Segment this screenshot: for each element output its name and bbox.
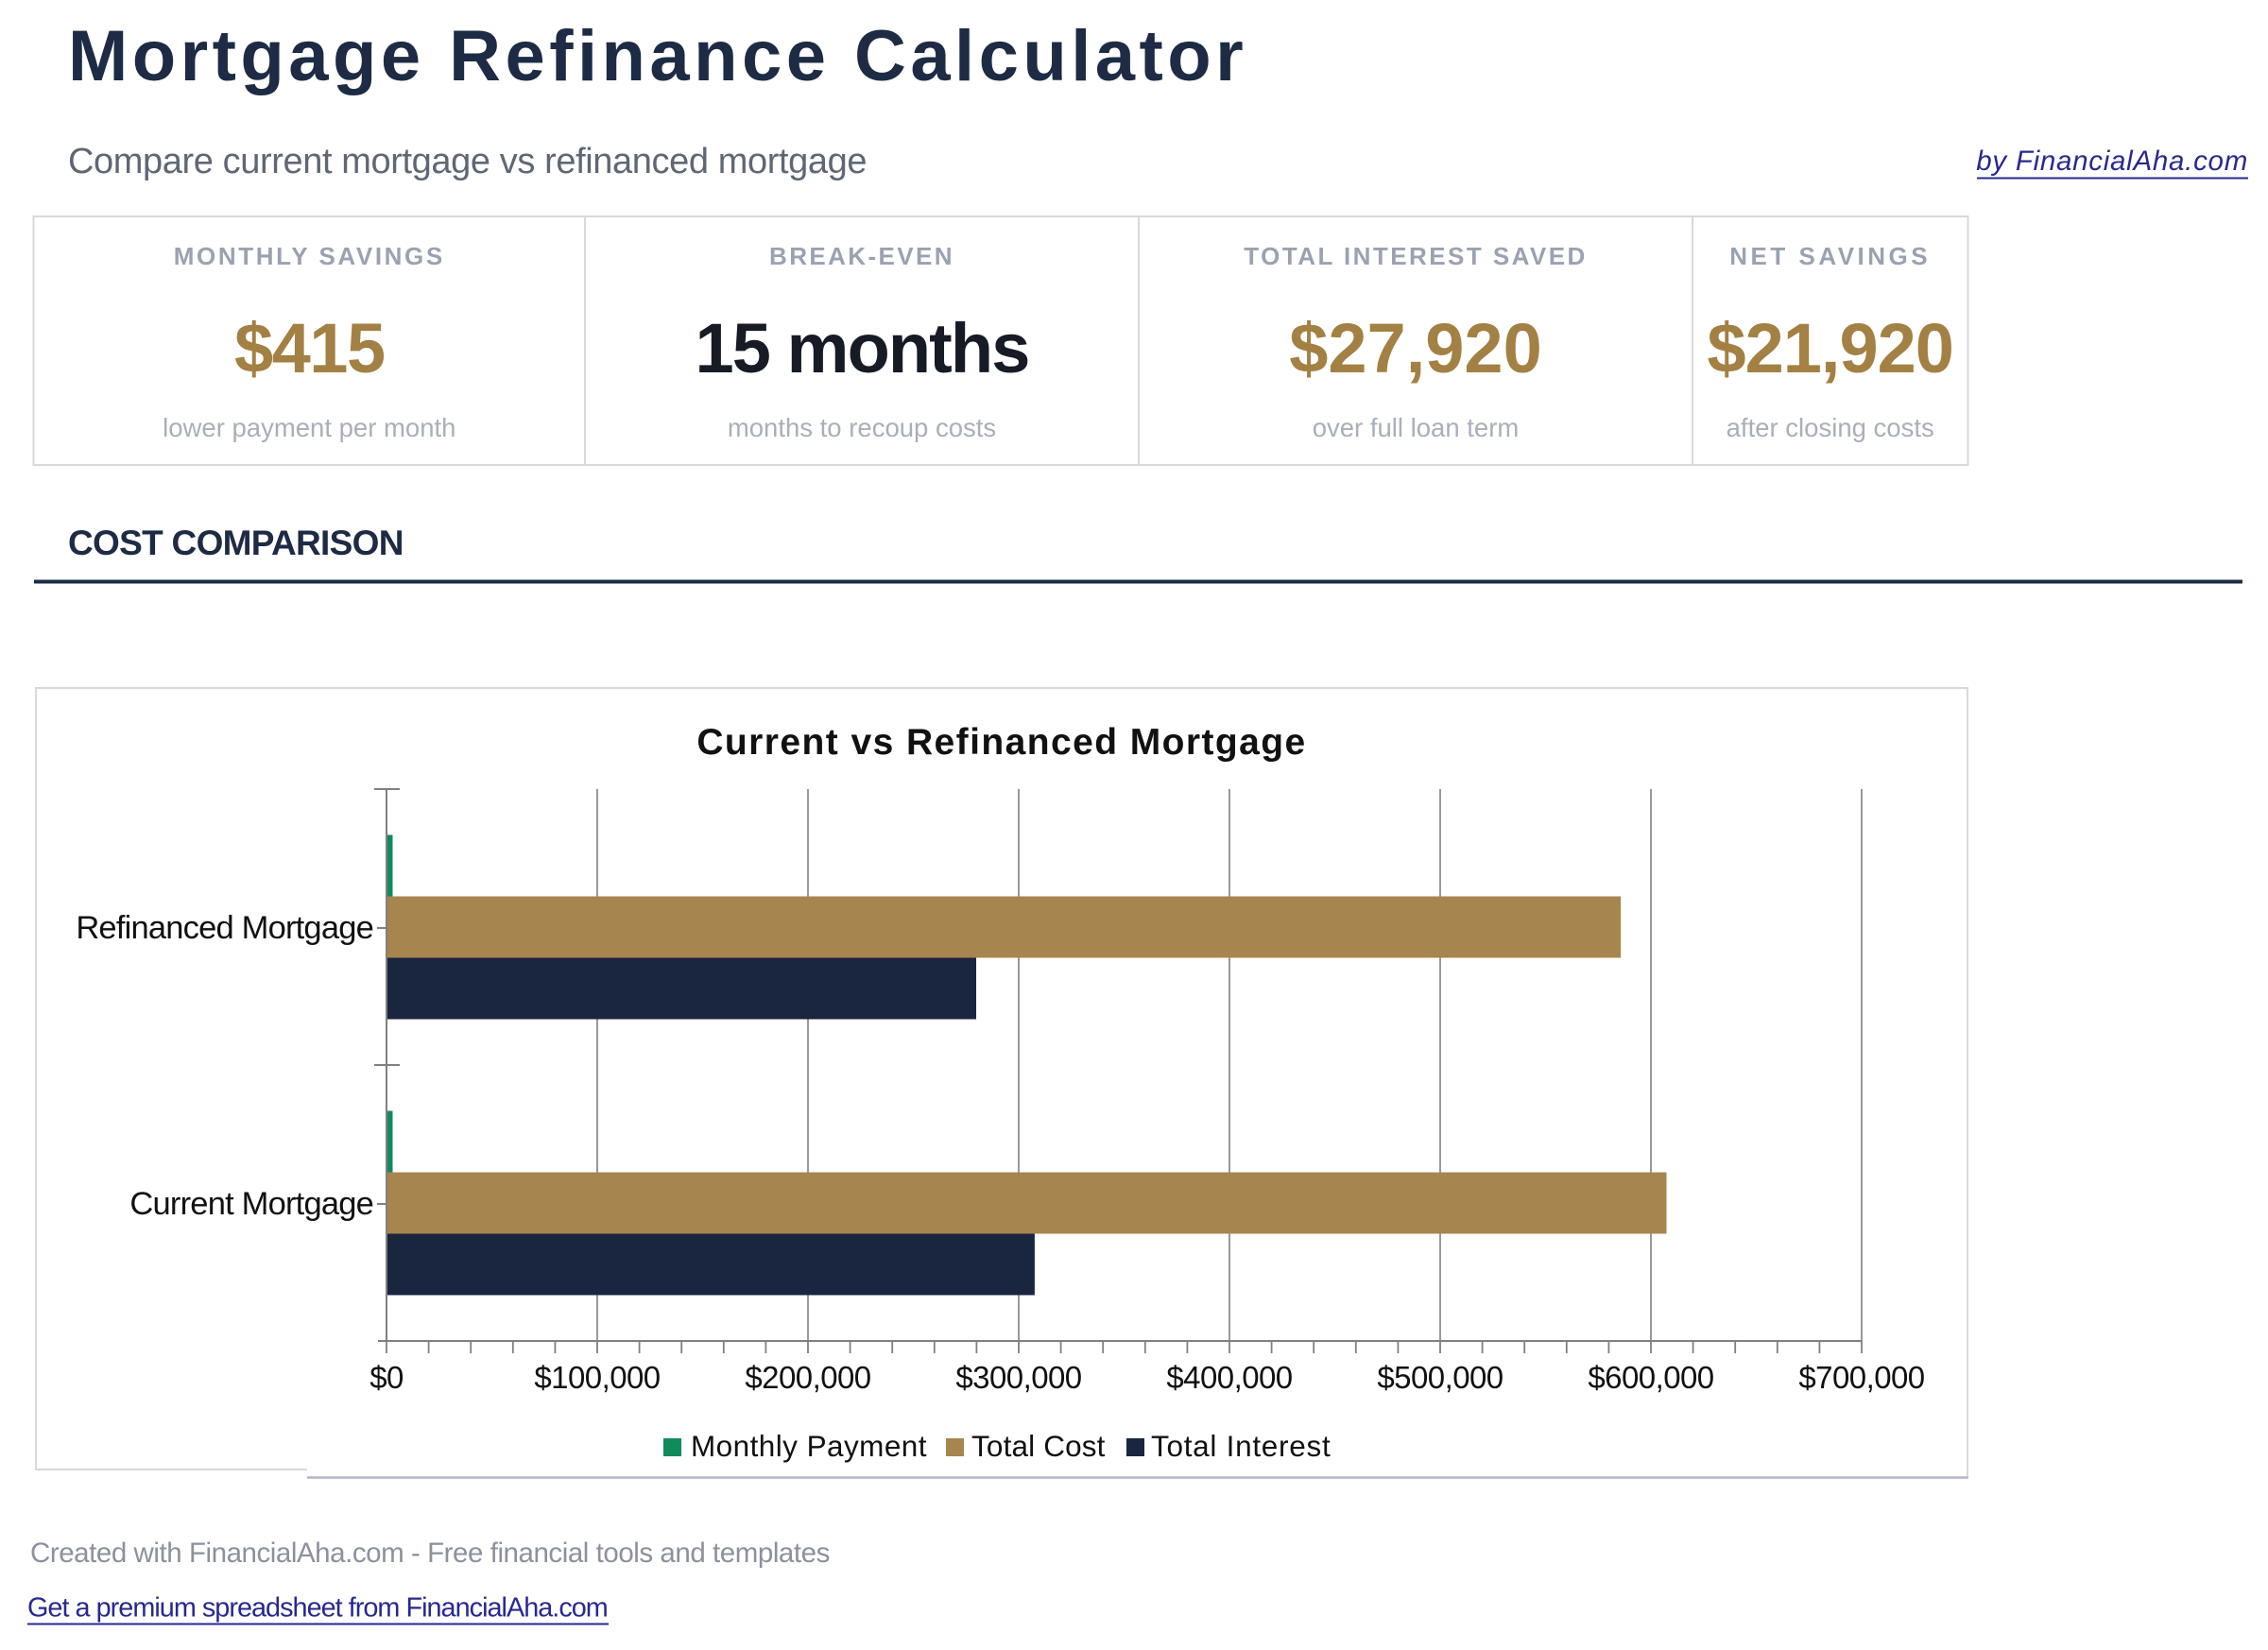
svg-text:Total Interest: Total Interest	[1151, 1429, 1331, 1463]
svg-text:lower payment per month: lower payment per month	[163, 413, 455, 442]
svg-text:BREAK-EVEN: BREAK-EVEN	[769, 242, 954, 270]
svg-text:$300,000: $300,000	[955, 1360, 1081, 1395]
svg-text:after closing costs: after closing costs	[1727, 413, 1934, 442]
svg-text:Refinanced Mortgage: Refinanced Mortgage	[76, 910, 373, 946]
svg-text:Created with FinancialAha.com: Created with FinancialAha.com - Free fin…	[30, 1538, 830, 1569]
svg-text:NET SAVINGS: NET SAVINGS	[1729, 242, 1931, 270]
svg-text:Total Cost: Total Cost	[971, 1429, 1106, 1463]
svg-text:months to recoup costs: months to recoup costs	[728, 413, 996, 442]
svg-text:$700,000: $700,000	[1798, 1360, 1924, 1395]
svg-text:Current vs Refinanced Mortgage: Current vs Refinanced Mortgage	[696, 722, 1306, 763]
svg-text:by FinancialAha.com: by FinancialAha.com	[1976, 146, 2248, 177]
svg-text:$500,000: $500,000	[1377, 1360, 1503, 1395]
svg-text:COST COMPARISON: COST COMPARISON	[68, 524, 404, 562]
svg-text:$400,000: $400,000	[1166, 1360, 1292, 1395]
svg-text:$100,000: $100,000	[534, 1360, 660, 1395]
svg-text:Current Mortgage: Current Mortgage	[129, 1186, 373, 1222]
svg-text:Monthly Payment: Monthly Payment	[691, 1429, 927, 1463]
svg-text:$27,920: $27,920	[1289, 309, 1542, 387]
svg-text:$600,000: $600,000	[1588, 1360, 1713, 1395]
svg-text:$200,000: $200,000	[745, 1360, 870, 1395]
svg-text:15 months: 15 months	[696, 309, 1029, 387]
svg-text:MONTHLY SAVINGS: MONTHLY SAVINGS	[174, 242, 445, 270]
svg-text:$415: $415	[234, 309, 385, 387]
svg-text:Compare current mortgage vs re: Compare current mortgage vs refinanced m…	[68, 142, 867, 181]
svg-text:Get a premium spreadsheet from: Get a premium spreadsheet from Financial…	[27, 1593, 608, 1624]
svg-text:over full loan term: over full loan term	[1313, 413, 1520, 442]
svg-text:$21,920: $21,920	[1707, 309, 1953, 387]
svg-text:TOTAL INTEREST SAVED: TOTAL INTEREST SAVED	[1244, 242, 1587, 270]
svg-text:Mortgage Refinance Calculator: Mortgage Refinance Calculator	[68, 16, 1247, 96]
svg-text:$0: $0	[369, 1360, 404, 1395]
